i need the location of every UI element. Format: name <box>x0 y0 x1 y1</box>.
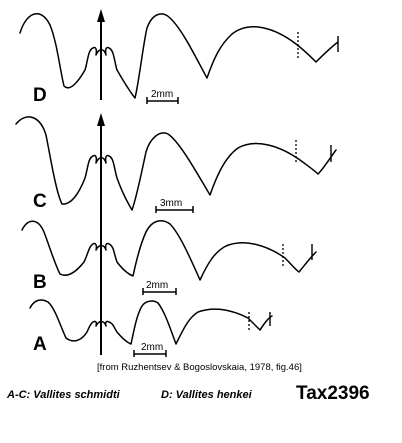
scale-bar-c: 3mm <box>155 198 194 213</box>
caption-species-ac: A-C: Vallites schmidti <box>6 389 121 401</box>
scale-label-b: 2mm <box>146 280 168 291</box>
taxon-id: Tax2396 <box>296 383 370 404</box>
suture-line-a <box>29 299 273 345</box>
suture-line-c <box>15 116 337 211</box>
suture-line-b <box>21 219 317 281</box>
scale-label-a: 2mm <box>141 342 163 353</box>
specimen-letter-c: C <box>33 191 47 212</box>
siphonal-axis <box>97 9 105 355</box>
specimen-letter-b: B <box>33 272 47 293</box>
suture-line-d <box>19 13 339 99</box>
source-citation: [from Ruzhentsev & Bogoslovskaia, 1978, … <box>97 362 302 373</box>
specimen-letter-d: D <box>33 85 47 106</box>
scale-bar-b: 2mm <box>142 280 177 295</box>
caption-species-d: D: Vallites henkei <box>161 389 253 401</box>
scale-label-c: 3mm <box>160 198 182 209</box>
scale-bar-a: 2mm <box>133 342 167 357</box>
specimen-letter-a: A <box>33 334 47 355</box>
scale-label-d: 2mm <box>151 89 173 100</box>
scale-bar-d: 2mm <box>146 89 179 104</box>
